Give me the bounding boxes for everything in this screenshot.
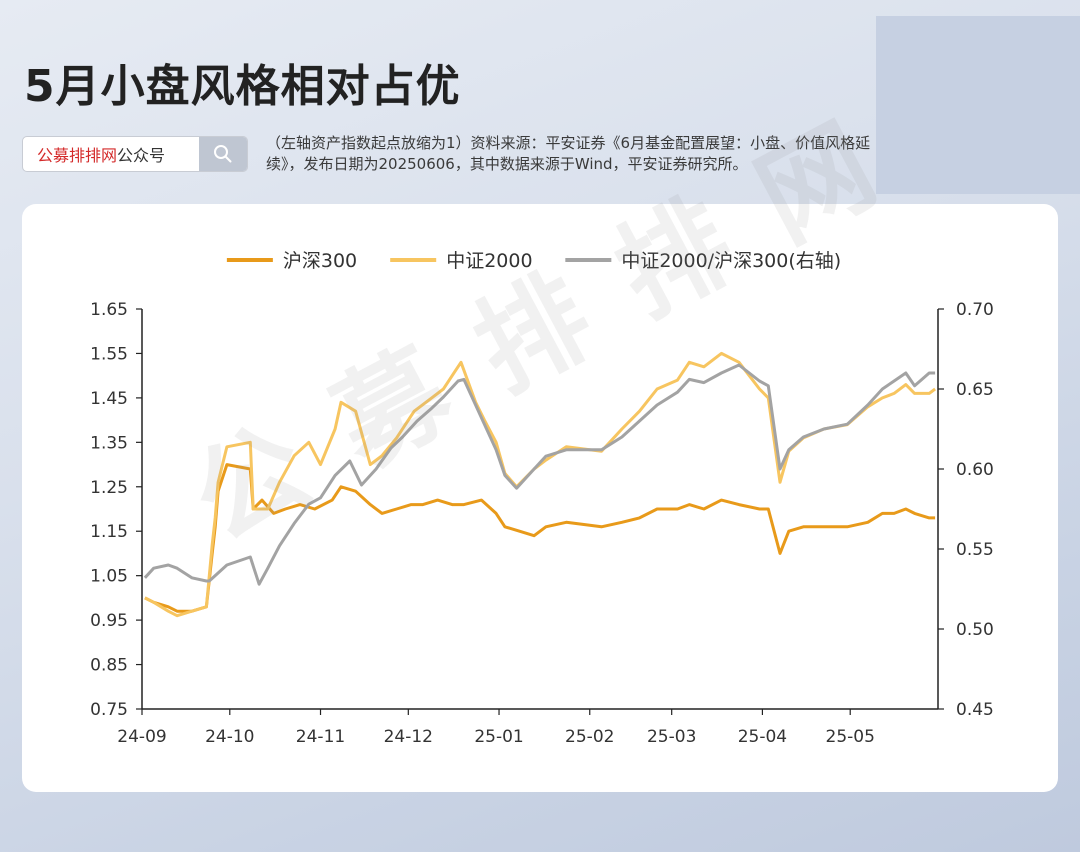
x-tick-label: 25-04: [738, 727, 787, 747]
x-tick-label: 25-05: [826, 727, 875, 747]
search-icon: [214, 145, 232, 163]
series-line-1: [144, 463, 936, 613]
y-left-tick-label: 1.15: [90, 522, 128, 542]
legend-label-3: 中证2000/沪深300(右轴): [621, 250, 841, 272]
x-tick-label: 25-02: [565, 727, 614, 747]
x-tick-label: 24-12: [384, 727, 433, 747]
background-panel: [876, 16, 1080, 194]
x-tick-label: 25-01: [474, 727, 523, 747]
y-right-tick-label: 0.50: [956, 620, 994, 640]
legend-label-2: 中证2000: [446, 250, 532, 272]
y-right-tick-label: 0.60: [956, 460, 994, 480]
search-box[interactable]: 公募排排网 公众号: [22, 136, 248, 172]
account-suffix: 公众号: [117, 146, 166, 165]
series-line-3: [143, 363, 936, 586]
page-title: 5月小盘风格相对占优: [24, 61, 461, 112]
search-button[interactable]: [199, 137, 247, 171]
y-right-tick-label: 0.55: [956, 540, 994, 560]
source-note: （左轴资产指数起点放缩为1）资料来源：平安证券《6月基金配置展望：小盘、价值风格…: [266, 134, 871, 173]
x-tick-label: 24-09: [117, 727, 166, 747]
y-left-tick-label: 1.05: [90, 567, 128, 587]
y-left-tick-label: 1.55: [90, 344, 128, 364]
y-left-tick-label: 0.75: [90, 700, 128, 720]
x-tick-label: 24-10: [205, 727, 254, 747]
y-left-tick-label: 0.85: [90, 656, 128, 676]
line-chart: 1.65 1.55 1.45 1.35 1.25 1.15 1.05 0.95 0.85 0.75…: [90, 250, 994, 747]
brand-name: 公募排排网: [37, 146, 118, 165]
y-right-tick-label: 0.45: [956, 700, 994, 720]
chart-card: 1.65 1.55 1.45 1.35 1.25 1.15 1.05 0.95 0.85 0.75…: [22, 204, 1058, 792]
y-right-tick-label: 0.70: [956, 300, 994, 320]
x-tick-label: 24-11: [296, 727, 345, 747]
y-left-tick-label: 1.45: [90, 389, 128, 409]
y-left-tick-label: 0.95: [90, 611, 128, 631]
y-left-tick-label: 1.35: [90, 433, 128, 453]
y-left-tick-label: 1.25: [90, 478, 128, 498]
x-tick-label: 25-03: [647, 727, 696, 747]
search-label: 公募排排网 公众号: [23, 137, 199, 171]
legend-label-1: 沪深300: [283, 250, 357, 272]
y-right-tick-label: 0.65: [956, 380, 994, 400]
y-left-tick-label: 1.65: [90, 300, 128, 320]
